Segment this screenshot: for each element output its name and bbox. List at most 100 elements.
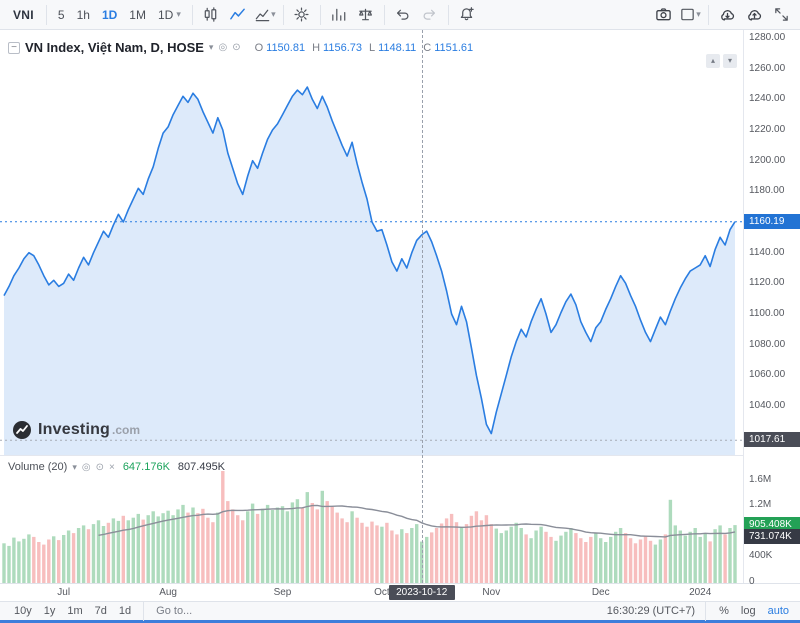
fullscreen-button[interactable] [768,3,794,27]
price-tick-label: 1200.00 [749,154,786,166]
time-axis[interactable]: 2023-10-12 Jul Aug Sep Oct Nov Dec 2024 [0,583,800,601]
eye-icon[interactable]: ◎ [218,42,228,53]
volume-bar [161,513,165,583]
indicators-button[interactable] [326,3,352,27]
add-alert-button[interactable] [454,3,480,27]
indicator-settings-icon[interactable]: ⊙ [95,461,104,473]
range-button-7d[interactable]: 7d [94,605,107,617]
volume-legend: Volume (20) ▾ ◎ ⊙ × 647.176K 807.495K [8,461,225,473]
toolbar-divider [143,601,145,621]
log-scale-button[interactable]: log [740,605,756,617]
pane-maximize-button[interactable]: ▾ [723,54,737,68]
bottom-right-group: 16:30:29 (UTC+7) % log auto [607,601,792,621]
source-settings-icon[interactable]: ⊙ [232,42,241,53]
interval-button-1m[interactable]: 1M [129,7,146,22]
volume-bar [111,518,116,583]
chart-legend: − VN Index, Việt Nam, D, HOSE ▾ ◎ ⊙ O 115… [8,40,473,55]
layout-button[interactable]: ▾ [677,3,703,27]
volume-bar [330,506,334,583]
interval-button-1h[interactable]: 1h [76,7,90,22]
volume-bar [638,539,643,583]
volume-bar [375,525,379,583]
line-chart-button[interactable] [225,3,251,27]
price-pane[interactable]: − VN Index, Việt Nam, D, HOSE ▾ ◎ ⊙ O 115… [0,30,743,455]
volume-bar [275,507,280,583]
time-tick-label: Nov [482,587,501,598]
volume-bar [693,528,697,583]
volume-bar [365,526,369,583]
volume-bar [126,520,130,583]
toolbar-divider [319,4,321,25]
price-axis[interactable]: 1160.19 1017.61 905.408K 731.074K 1280.0… [743,30,800,587]
volume-bar [241,520,245,583]
last-price-badge: 1160.19 [744,213,800,229]
collapse-pane-icon[interactable]: − [8,41,20,54]
volume-bar [255,513,260,583]
volume-bar [81,525,86,583]
volume-bar [350,511,354,583]
clock-label[interactable]: 16:30:29 (UTC+7) [606,605,696,617]
redo-button[interactable] [417,3,443,27]
volume-bar [489,524,493,583]
symbol-button[interactable]: VNI [13,7,34,22]
eye-icon[interactable]: ◎ [81,461,91,473]
volume-bar [663,534,668,583]
auto-scale-button[interactable]: auto [767,605,789,617]
volume-bar [579,538,583,583]
price-tick-label: 1040.00 [749,400,786,411]
compare-button[interactable] [353,3,379,27]
interval-button-1d[interactable]: 1D [101,7,118,22]
price-area [4,87,735,455]
volume-bar [569,528,573,583]
volume-bar [166,510,170,583]
range-button-1y[interactable]: 1y [43,605,56,617]
cloud-save-button[interactable] [741,3,767,27]
settings-button[interactable] [289,3,315,27]
volume-bar [688,531,692,583]
interval-button-1d-favorites[interactable]: 1D ▾ [157,7,181,22]
toolbar-divider [447,4,449,25]
pane-move-up-button[interactable]: ▴ [706,54,720,68]
chevron-down-icon: ▾ [176,9,181,19]
range-button-1d[interactable]: 1d [118,605,132,617]
volume-bar [494,528,498,583]
screenshot-button[interactable] [650,3,676,27]
volume-pane[interactable]: Volume (20) ▾ ◎ ⊙ × 647.176K 807.495K [0,455,743,583]
chart-style-menu-button[interactable]: ▾ [252,3,278,27]
volume-bar [236,515,240,583]
low-label: L [369,41,376,54]
chevron-down-icon: ▾ [72,461,77,472]
volume-bar [430,532,434,583]
goto-button[interactable]: Go to... [156,605,193,617]
candlestick-chart-button[interactable] [198,3,224,27]
volume-bar [549,536,553,583]
cloud-load-button[interactable] [714,3,740,27]
price-tick-label: 1080.00 [749,338,786,350]
range-button-1m[interactable]: 1m [67,605,83,617]
volume-bar [514,522,518,583]
time-tick-label: Jul [57,587,71,598]
price-chart [0,86,743,455]
percent-scale-button[interactable]: % [719,605,729,617]
interval-button-5[interactable]: 5 [57,7,65,22]
undo-button[interactable] [390,3,416,27]
volume-bar [146,515,150,583]
volume-bar [479,520,484,583]
low-value: 1148.11 [378,41,417,54]
volume-bar [96,520,101,583]
price-tick-label: 1180.00 [749,185,785,197]
volume-bar [599,538,603,583]
investing-logo-text: Investing [38,421,111,438]
volume-indicator-label[interactable]: Volume (20) [8,461,68,473]
volume-bar [22,538,26,583]
volume-bar [474,511,479,583]
volume-bar [733,525,737,583]
volume-bar [216,512,220,583]
symbol-title[interactable]: VN Index, Việt Nam, D, HOSE [25,40,204,55]
close-icon[interactable]: × [108,461,115,473]
volume-bar [499,533,503,583]
volume-bar [121,515,125,583]
range-button-10y[interactable]: 10y [14,605,32,617]
investing-logo-icon [13,421,31,439]
